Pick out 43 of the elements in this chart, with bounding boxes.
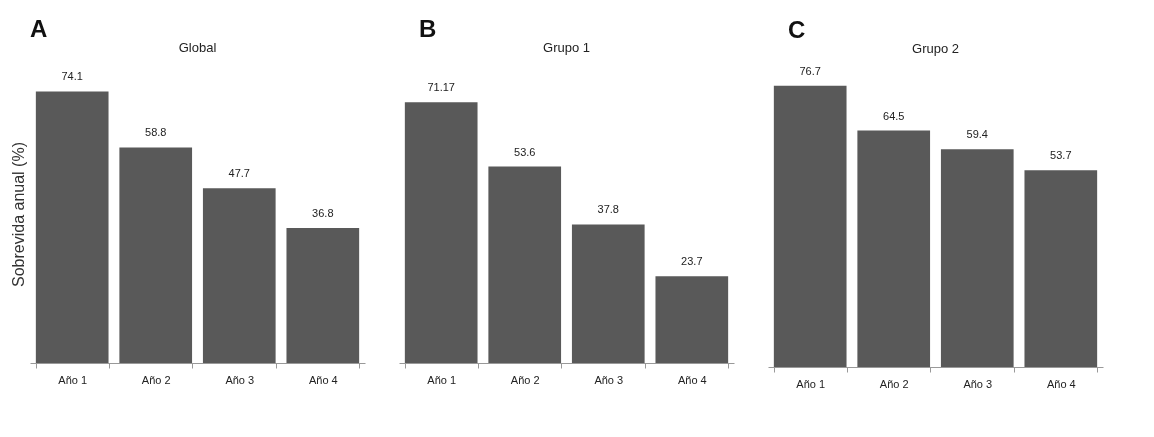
- bar: [404, 102, 478, 363]
- data-label: 36.8: [312, 207, 334, 220]
- x-tick-label: Año 4: [1046, 377, 1076, 390]
- x-tick-label: Año 3: [963, 377, 993, 390]
- chart-subtitle: Grupo 2: [912, 40, 959, 56]
- bar: [655, 276, 729, 363]
- x-tick-label: Año 1: [427, 373, 457, 386]
- data-label: 47.7: [228, 167, 250, 180]
- data-label: 37.8: [597, 203, 619, 216]
- y-axis-title: Sobrevida anual (%): [9, 142, 27, 287]
- chart-subtitle: Grupo 1: [543, 40, 590, 55]
- data-label: 76.7: [799, 64, 821, 77]
- chart-title: A: [30, 15, 48, 42]
- bar: [488, 166, 562, 363]
- data-label: 53.6: [514, 145, 536, 158]
- x-tick-label: Año 4: [677, 373, 707, 386]
- x-tick-label: Año 2: [879, 377, 909, 390]
- bar: [119, 147, 193, 363]
- bar: [857, 130, 931, 367]
- x-tick-label: Año 3: [225, 373, 255, 386]
- x-tick-label: Año 2: [141, 373, 171, 386]
- bar: [940, 149, 1014, 367]
- bar: [35, 91, 109, 363]
- data-label: 23.7: [681, 255, 703, 268]
- data-label: 71.17: [427, 81, 455, 94]
- data-label: 59.4: [966, 128, 988, 141]
- chart-title: C: [788, 15, 806, 43]
- bar: [286, 228, 360, 363]
- x-tick-label: Año 1: [796, 377, 826, 390]
- chart-title: B: [419, 15, 437, 42]
- data-label: 74.1: [61, 70, 83, 83]
- chart-subtitle: Global: [178, 40, 217, 55]
- bar: [773, 85, 847, 367]
- x-tick-label: Año 1: [58, 373, 88, 386]
- data-label: 64.5: [883, 109, 905, 122]
- data-label: 58.8: [145, 126, 167, 139]
- data-label: 53.7: [1050, 149, 1072, 162]
- bar: [202, 188, 276, 363]
- bar: [571, 224, 645, 363]
- x-tick-label: Año 4: [308, 373, 338, 386]
- bar: [1024, 170, 1098, 367]
- x-tick-label: Año 2: [510, 373, 540, 386]
- x-tick-label: Año 3: [594, 373, 624, 386]
